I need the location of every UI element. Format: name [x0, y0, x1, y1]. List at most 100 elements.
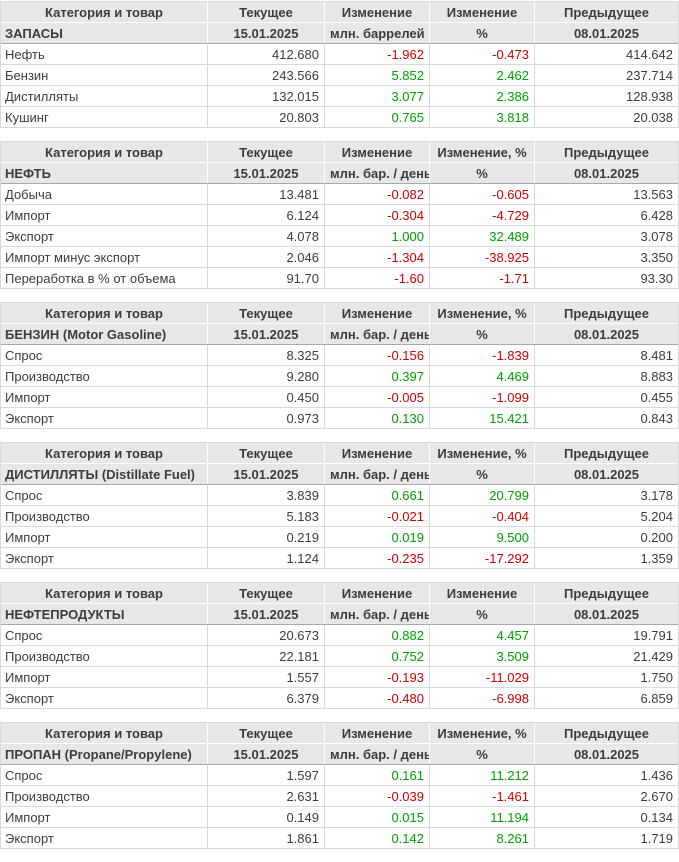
- table-title: БЕНЗИН (Motor Gasoline): [0, 323, 208, 345]
- col-header-current: Текущее: [207, 442, 325, 464]
- subheader-row: ПРОПАН (Propane/Propylene) 15.01.2025 мл…: [0, 743, 679, 765]
- cell-current: 13.481: [207, 183, 325, 205]
- cell-current: 4.078: [207, 225, 325, 247]
- col-header-category: Категория и товар: [0, 442, 208, 464]
- cell-category: Спрос: [0, 484, 208, 506]
- cell-category: Производство: [0, 645, 208, 667]
- cell-change-pct: 11.194: [429, 806, 535, 828]
- cell-category: Бензин: [0, 64, 208, 86]
- col-header-category: Категория и товар: [0, 582, 208, 604]
- col-header-previous: Предыдущее: [534, 302, 679, 324]
- table-row: Кушинг 20.803 0.765 3.818 20.038: [0, 106, 679, 128]
- percent-sign: %: [429, 323, 535, 345]
- table-row: Импорт 0.450 -0.005 -1.099 0.455: [0, 386, 679, 408]
- cell-change-pct: 3.818: [429, 106, 535, 128]
- table-row: Экспорт 1.861 0.142 8.261 1.719: [0, 827, 679, 849]
- cell-change-pct: 4.457: [429, 624, 535, 646]
- cell-change: 5.852: [324, 64, 430, 86]
- inventory-table: Категория и товар Текущее Изменение Изме…: [0, 1, 679, 128]
- cell-previous: 6.859: [534, 687, 679, 709]
- percent-sign: %: [429, 743, 535, 765]
- cell-previous: 0.843: [534, 407, 679, 429]
- cell-current: 8.325: [207, 344, 325, 366]
- cell-previous: 0.455: [534, 386, 679, 408]
- cell-change-pct: -1.839: [429, 344, 535, 366]
- header-row: Категория и товар Текущее Изменение Изме…: [0, 442, 679, 464]
- cell-current: 5.183: [207, 505, 325, 527]
- col-header-category: Категория и товар: [0, 302, 208, 324]
- cell-previous: 414.642: [534, 43, 679, 65]
- cell-category: Производство: [0, 785, 208, 807]
- table-title: ЗАПАСЫ: [0, 22, 208, 44]
- col-header-category: Категория и товар: [0, 722, 208, 744]
- table-row: Импорт 1.557 -0.193 -11.029 1.750: [0, 666, 679, 688]
- cell-previous: 0.134: [534, 806, 679, 828]
- cell-previous: 19.791: [534, 624, 679, 646]
- current-date: 15.01.2025: [207, 323, 325, 345]
- col-header-previous: Предыдущее: [534, 722, 679, 744]
- cell-current: 1.597: [207, 764, 325, 786]
- cell-change-pct: -0.473: [429, 43, 535, 65]
- cell-previous: 1.436: [534, 764, 679, 786]
- cell-change: 0.130: [324, 407, 430, 429]
- current-date: 15.01.2025: [207, 22, 325, 44]
- header-row: Категория и товар Текущее Изменение Изме…: [0, 302, 679, 324]
- cell-current: 1.861: [207, 827, 325, 849]
- col-header-previous: Предыдущее: [534, 442, 679, 464]
- table-row: Экспорт 0.973 0.130 15.421 0.843: [0, 407, 679, 429]
- cell-change: 0.161: [324, 764, 430, 786]
- cell-change: -0.193: [324, 666, 430, 688]
- cell-previous: 3.178: [534, 484, 679, 506]
- table-row: Спрос 20.673 0.882 4.457 19.791: [0, 624, 679, 646]
- cell-change: 0.019: [324, 526, 430, 548]
- cell-change-pct: 2.462: [429, 64, 535, 86]
- cell-change-pct: -38.925: [429, 246, 535, 268]
- cell-previous: 93.30: [534, 267, 679, 289]
- cell-category: Импорт минус экспорт: [0, 246, 208, 268]
- cell-category: Экспорт: [0, 827, 208, 849]
- cell-current: 91.70: [207, 267, 325, 289]
- cell-category: Импорт: [0, 386, 208, 408]
- cell-current: 243.566: [207, 64, 325, 86]
- cell-category: Спрос: [0, 344, 208, 366]
- col-header-change: Изменение: [324, 141, 430, 163]
- header-row: Категория и товар Текущее Изменение Изме…: [0, 582, 679, 604]
- table-row: Экспорт 1.124 -0.235 -17.292 1.359: [0, 547, 679, 569]
- col-header-current: Текущее: [207, 582, 325, 604]
- cell-current: 132.015: [207, 85, 325, 107]
- percent-sign: %: [429, 162, 535, 184]
- cell-previous: 13.563: [534, 183, 679, 205]
- cell-change-pct: 4.469: [429, 365, 535, 387]
- header-row: Категория и товар Текущее Изменение Изме…: [0, 722, 679, 744]
- table-row: Производство 2.631 -0.039 -1.461 2.670: [0, 785, 679, 807]
- cell-category: Экспорт: [0, 547, 208, 569]
- col-header-change: Изменение: [324, 302, 430, 324]
- petroleum-products-table: Категория и товар Текущее Изменение Изме…: [0, 582, 679, 709]
- cell-category: Добыча: [0, 183, 208, 205]
- cell-change-pct: -0.404: [429, 505, 535, 527]
- table-row: Производство 5.183 -0.021 -0.404 5.204: [0, 505, 679, 527]
- cell-previous: 8.481: [534, 344, 679, 366]
- table-row: Экспорт 6.379 -0.480 -6.998 6.859: [0, 687, 679, 709]
- cell-category: Экспорт: [0, 225, 208, 247]
- table-title: НЕФТЕПРОДУКТЫ: [0, 603, 208, 625]
- cell-previous: 3.350: [534, 246, 679, 268]
- percent-sign: %: [429, 463, 535, 485]
- cell-category: Производство: [0, 365, 208, 387]
- cell-change: -0.304: [324, 204, 430, 226]
- cell-change-pct: -11.029: [429, 666, 535, 688]
- table-row: Нефть 412.680 -1.962 -0.473 414.642: [0, 43, 679, 65]
- cell-previous: 5.204: [534, 505, 679, 527]
- header-row: Категория и товар Текущее Изменение Изме…: [0, 1, 679, 23]
- table-row: Импорт минус экспорт 2.046 -1.304 -38.92…: [0, 246, 679, 268]
- cell-current: 20.803: [207, 106, 325, 128]
- current-date: 15.01.2025: [207, 463, 325, 485]
- cell-current: 20.673: [207, 624, 325, 646]
- cell-change-pct: -1.099: [429, 386, 535, 408]
- propane-table: Категория и товар Текущее Изменение Изме…: [0, 722, 679, 849]
- cell-category: Импорт: [0, 806, 208, 828]
- cell-change-pct: 9.500: [429, 526, 535, 548]
- cell-change-pct: -1.461: [429, 785, 535, 807]
- col-header-previous: Предыдущее: [534, 582, 679, 604]
- cell-previous: 6.428: [534, 204, 679, 226]
